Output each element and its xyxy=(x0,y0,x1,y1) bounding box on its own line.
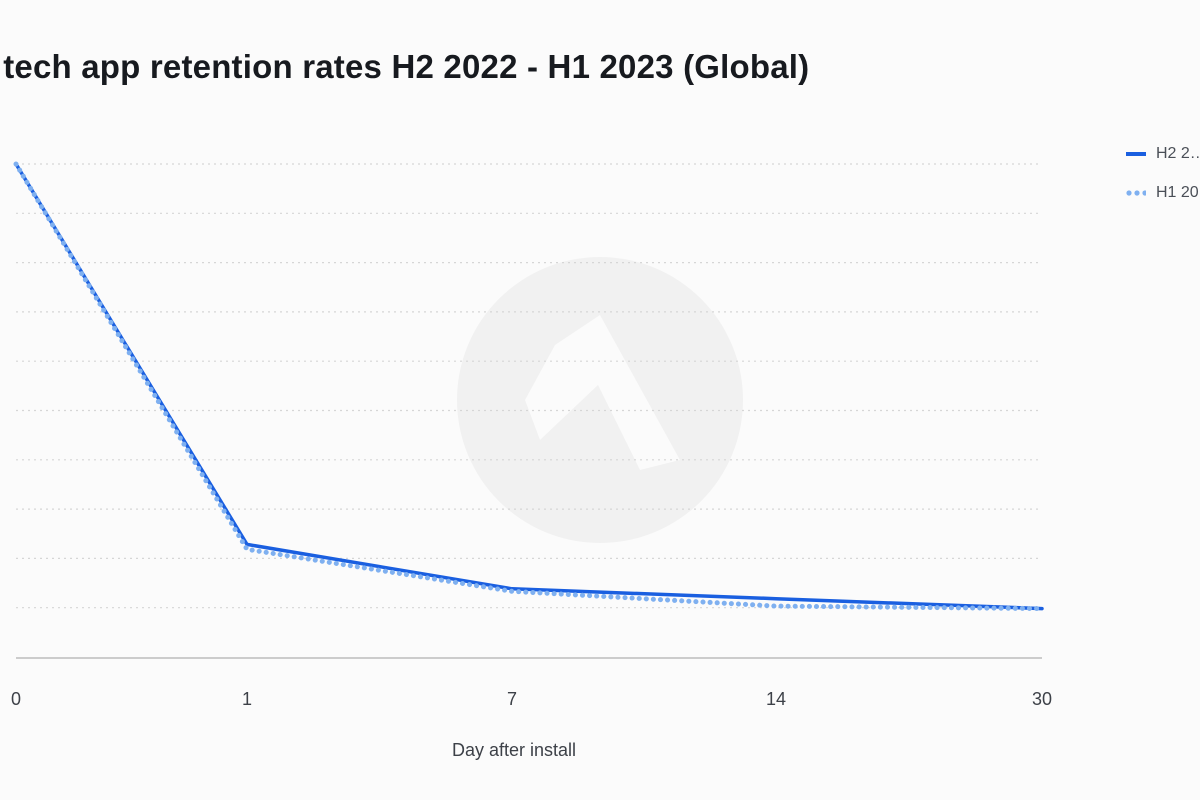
legend-label-series-2: H1 20… xyxy=(1156,184,1200,201)
legend-dotted-line-icon xyxy=(1126,190,1146,196)
legend-solid-line-icon xyxy=(1126,152,1146,156)
legend-item-series-2[interactable]: H1 20… xyxy=(1126,184,1200,202)
legend-label-series-1: H2 2… xyxy=(1156,145,1200,162)
x-tick-label: 7 xyxy=(507,689,517,709)
legend-item-series-1[interactable]: H2 2… xyxy=(1126,145,1200,163)
x-axis-title: Day after install xyxy=(452,740,576,760)
x-tick-label: 1 xyxy=(242,689,252,709)
watermark-logo xyxy=(457,257,743,543)
x-tick-label: 14 xyxy=(766,689,786,709)
x-tick-label: 0 xyxy=(11,689,21,709)
x-tick-label: 30 xyxy=(1032,689,1052,709)
chart-title: …tech app retention rates H2 2022 - H1 2… xyxy=(0,48,810,85)
